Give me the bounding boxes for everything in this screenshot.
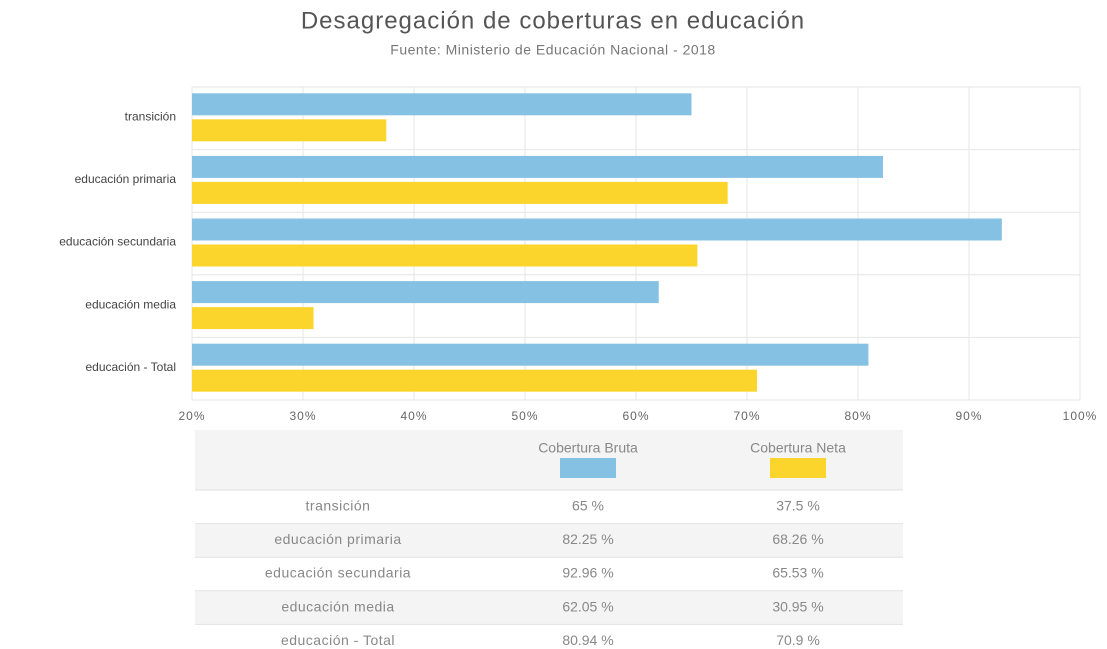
y-tick-label: educación primaria <box>75 172 177 186</box>
legend-swatch <box>770 458 826 478</box>
y-tick-label: transición <box>125 109 176 123</box>
bar <box>192 281 659 304</box>
table-value: 80.94 % <box>562 632 613 648</box>
table-row-label: transición <box>306 498 371 514</box>
bar <box>192 155 883 178</box>
table-value: 62.05 % <box>562 598 613 614</box>
bar <box>192 307 314 330</box>
y-tick-label: educación - Total <box>85 360 176 374</box>
x-tick-label: 90% <box>955 409 982 423</box>
chart-subtitle: Fuente: Ministerio de Educación Nacional… <box>390 42 715 58</box>
table-row-bg <box>195 590 903 625</box>
table-row-label: educación media <box>281 598 394 614</box>
x-tick-label: 60% <box>622 409 649 423</box>
table-value: 65 % <box>572 498 604 514</box>
table-value: 30.95 % <box>772 598 823 614</box>
table-value: 37.5 % <box>776 498 820 514</box>
bar <box>192 119 387 142</box>
y-tick-label: educación media <box>85 297 176 311</box>
table-row-label: educación primaria <box>274 531 401 547</box>
x-tick-label: 100% <box>1063 409 1098 423</box>
bar <box>192 343 869 366</box>
table-value: 68.26 % <box>772 531 823 547</box>
x-tick-label: 80% <box>844 409 871 423</box>
bar <box>192 244 698 267</box>
x-tick-label: 50% <box>511 409 538 423</box>
legend-label: Cobertura Neta <box>750 440 846 456</box>
bar <box>192 369 757 392</box>
x-tick-label: 70% <box>733 409 760 423</box>
table-value: 92.96 % <box>562 565 613 581</box>
bar <box>192 181 728 204</box>
table-row-label: educación secundaria <box>265 565 411 581</box>
y-tick-label: educación secundaria <box>59 235 176 249</box>
x-tick-label: 20% <box>178 409 205 423</box>
table-row-label: educación - Total <box>281 632 395 648</box>
bar <box>192 218 1002 241</box>
table-value: 82.25 % <box>562 531 613 547</box>
x-tick-label: 30% <box>289 409 316 423</box>
table-row-bg <box>195 523 903 558</box>
x-tick-label: 40% <box>400 409 427 423</box>
table-value: 70.9 % <box>776 632 820 648</box>
legend-swatch <box>560 458 616 478</box>
bar <box>192 93 692 116</box>
table-value: 65.53 % <box>772 565 823 581</box>
legend-label: Cobertura Bruta <box>538 440 638 456</box>
chart-title: Desagregación de coberturas en educación <box>301 7 805 34</box>
